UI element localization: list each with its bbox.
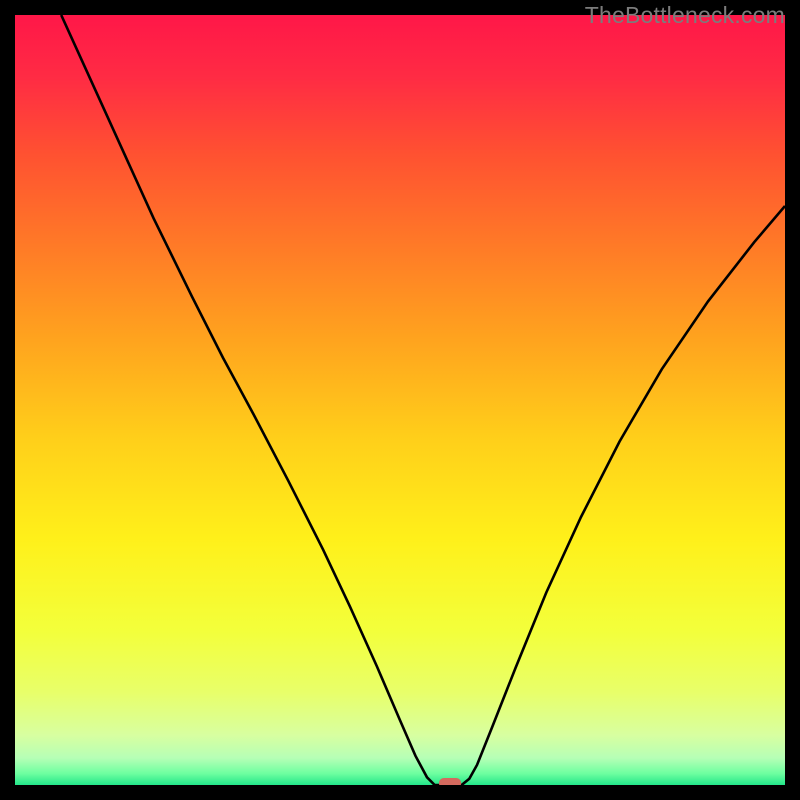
bottleneck-chart bbox=[15, 15, 785, 785]
plot-area bbox=[15, 15, 785, 785]
chart-frame bbox=[0, 0, 800, 800]
watermark-text: TheBottleneck.com bbox=[585, 2, 785, 29]
chart-background bbox=[15, 15, 785, 785]
optimal-marker bbox=[439, 778, 461, 785]
